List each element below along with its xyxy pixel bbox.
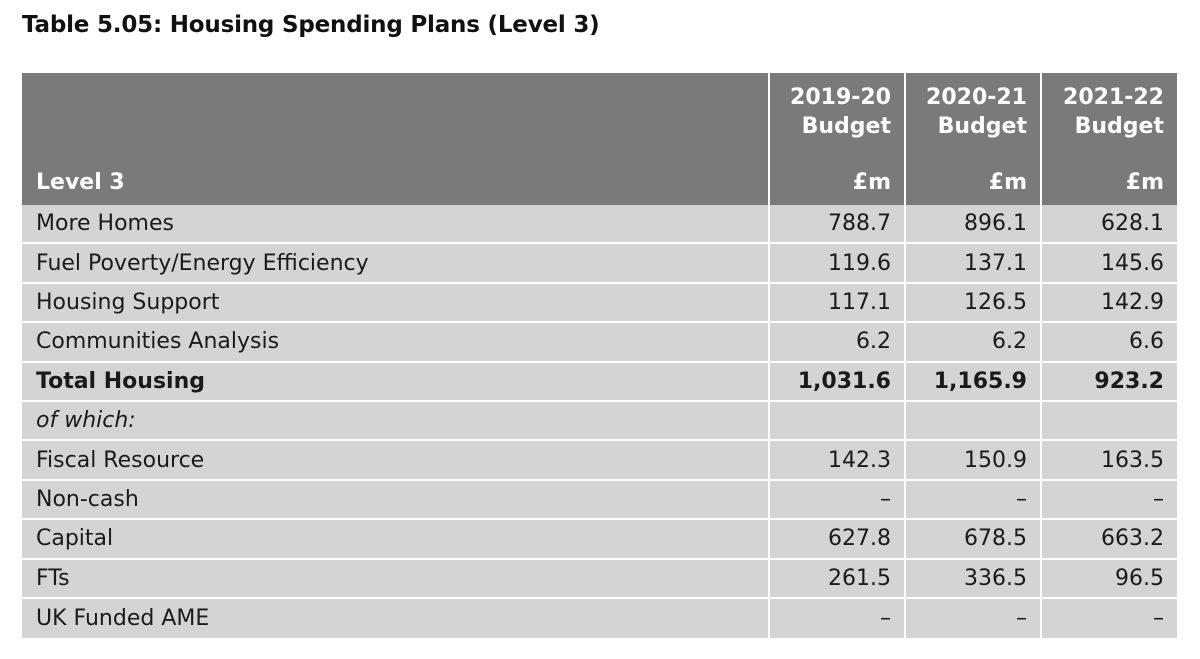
header-unit: £m <box>1125 170 1164 195</box>
value-cell: – <box>770 598 906 639</box>
value-cell: – <box>1042 480 1177 521</box>
value-cell: 142.3 <box>770 441 906 481</box>
header-col-2021-22: 2021-22 Budget £m <box>1042 73 1177 205</box>
row-label-fiscal-resource: Fiscal Resource <box>22 441 770 481</box>
value-cell: – <box>906 598 1042 639</box>
header-type: Budget <box>1074 114 1164 139</box>
value-cell: 117.1 <box>770 283 906 324</box>
value-cell: 628.1 <box>1042 205 1177 245</box>
value-cell: 6.2 <box>906 323 1042 363</box>
header-col-2020-21: 2020-21 Budget £m <box>906 73 1042 205</box>
header-col-2019-20: 2019-20 Budget £m <box>770 73 906 205</box>
total-value-cell: 1,165.9 <box>906 362 1042 402</box>
row-label-more-homes: More Homes <box>22 205 770 245</box>
value-cell: 126.5 <box>906 283 1042 324</box>
row-label-fts: FTs <box>22 559 770 599</box>
value-cell: 788.7 <box>770 205 906 245</box>
table-title: Table 5.05: Housing Spending Plans (Leve… <box>22 12 600 38</box>
value-cell <box>770 401 906 442</box>
value-cell: 142.9 <box>1042 283 1177 324</box>
total-value-cell: 1,031.6 <box>770 362 906 402</box>
row-label-total-housing: Total Housing <box>22 362 770 402</box>
row-label-capital: Capital <box>22 520 770 560</box>
value-cell: 6.2 <box>770 323 906 363</box>
value-cell: 261.5 <box>770 559 906 599</box>
value-cell: – <box>770 480 906 521</box>
header-year: 2019-20 <box>790 85 891 110</box>
header-level-label: Level 3 <box>36 170 125 195</box>
value-cell: 678.5 <box>906 520 1042 560</box>
header-year: 2020-21 <box>926 85 1027 110</box>
row-label-of-which: of which: <box>22 401 770 442</box>
spending-table: Level 3 2019-20 Budget £m 2020-21 Budget… <box>22 73 1177 639</box>
header-unit: £m <box>988 170 1027 195</box>
value-cell <box>906 401 1042 442</box>
value-cell <box>1042 401 1177 442</box>
header-type: Budget <box>937 114 1027 139</box>
total-value-cell: 923.2 <box>1042 362 1177 402</box>
row-label-non-cash: Non-cash <box>22 480 770 521</box>
header-unit: £m <box>852 170 891 195</box>
value-cell: 896.1 <box>906 205 1042 245</box>
value-cell: 145.6 <box>1042 244 1177 284</box>
value-cell: – <box>1042 598 1177 639</box>
header-year: 2021-22 <box>1063 85 1164 110</box>
value-cell: 6.6 <box>1042 323 1177 363</box>
value-cell: 627.8 <box>770 520 906 560</box>
row-label-fuel-poverty: Fuel Poverty/Energy Efficiency <box>22 244 770 284</box>
row-label-uk-funded-ame: UK Funded AME <box>22 598 770 639</box>
header-level-cell: Level 3 <box>22 73 770 205</box>
row-label-housing-support: Housing Support <box>22 283 770 324</box>
value-cell: 137.1 <box>906 244 1042 284</box>
value-cell: 336.5 <box>906 559 1042 599</box>
header-type: Budget <box>801 114 891 139</box>
value-cell: – <box>906 480 1042 521</box>
row-label-communities-analysis: Communities Analysis <box>22 323 770 363</box>
value-cell: 96.5 <box>1042 559 1177 599</box>
value-cell: 163.5 <box>1042 441 1177 481</box>
value-cell: 150.9 <box>906 441 1042 481</box>
value-cell: 663.2 <box>1042 520 1177 560</box>
value-cell: 119.6 <box>770 244 906 284</box>
